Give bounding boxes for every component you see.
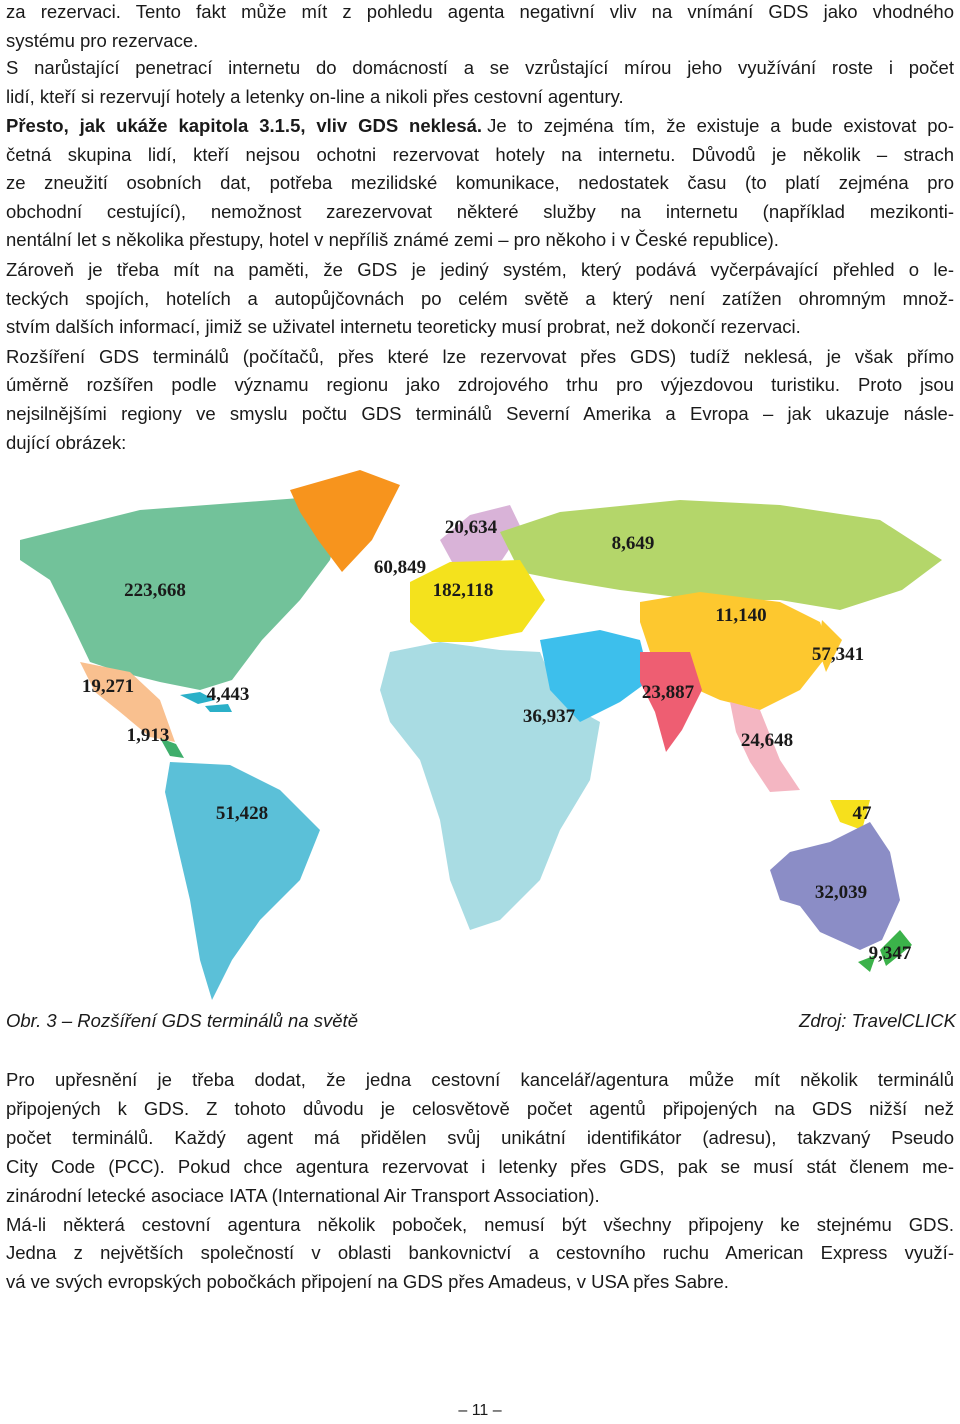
japan [818,620,842,672]
australia [770,822,900,950]
text-line: nentální let s několika přestupy, hotel … [6,229,779,250]
map-label: 51,428 [216,803,268,824]
map-label: 223,668 [124,580,186,601]
text-emphasis: Přesto, jak ukáže kapitola 3.1.5, vliv G… [6,115,483,136]
map-label: 20,634 [445,517,498,538]
text-line: Zároveň je třeba mít na paměti, že GDS j… [6,259,954,280]
africa [380,642,600,930]
text-line: za rezervaci. Tento fakt může mít z pohl… [6,1,954,22]
map-label: 47 [853,803,873,824]
map-label: 36,937 [523,706,576,727]
map-label: 24,648 [741,730,793,751]
map-label: 11,140 [715,605,766,626]
text-line: úměrně rozšířen podle významu regionu ja… [6,374,954,395]
russia [500,500,942,610]
greenland [290,470,400,572]
north-america [20,498,340,690]
southeast-asia [730,702,800,792]
map-label: 32,039 [815,882,867,903]
india [640,652,702,752]
text-line: stvím dalších informací, jimiž se uživat… [6,316,801,337]
text-line: nejsilnějšími regiony ve smyslu počtu GD… [6,403,954,424]
text-line: systému pro rezervace. [6,30,199,51]
map-label: 9,347 [869,943,912,964]
map-label: 60,849 [374,557,426,578]
europe [410,560,545,642]
text-line: Přesto, jak ukáže kapitola 3.1.5, vliv G… [6,114,954,138]
map-label: 57,341 [812,644,864,665]
middle-east [540,630,650,722]
text-line: lidí, kteří si rezervují hotely a letenk… [6,86,624,107]
south-america [165,762,320,1000]
text-line: Má-li některá cestovní agentura několik … [6,1213,954,1235]
text-line: ze zneužití osobních dat, potřeba mezili… [6,172,954,193]
text-line: obchodní cestující), nemožnost zarezervo… [6,201,954,222]
world-map: 20,634 8,649 60,849 223,668 182,118 11,140 57,… [20,470,942,1000]
scandinavia [440,505,522,570]
map-labels: 20,634 8,649 60,849 223,668 182,118 11,140 57,… [82,517,912,964]
map-label: 8,649 [612,533,655,554]
map-label: 1,913 [127,725,170,746]
new-zealand [880,930,912,966]
text-line: četná skupina lidí, kteří nejsou ochotni… [6,144,954,165]
new-zealand [858,955,876,972]
text-line: City Code (PCC). Pokud chce agentura rez… [6,1155,954,1177]
text-line: počet terminálů. Každý agent má přidělen… [6,1126,954,1148]
text-line: Jedna z největších společností v oblasti… [6,1242,954,1264]
map-label: 19,271 [82,676,134,697]
regions [20,470,942,1000]
page-number: – 11 – [458,1402,502,1419]
text-span: Je to zejména tím, že existuje a bude ex… [487,115,955,136]
map-label: 182,118 [433,580,494,601]
text-line: teckých spojích, hotelích a autopůjčovná… [6,288,954,309]
text-line: S narůstající penetrací internetu do dom… [6,57,954,78]
text-line: vá ve svých evropských pobočkách připoje… [6,1271,729,1293]
map-label: 4,443 [207,684,250,705]
text-line: zinárodní letecké asociace IATA (Interna… [6,1184,600,1206]
text-line: Rozšíření GDS terminálů (počítačů, přes … [6,346,954,367]
indonesia [830,800,870,830]
figure-source: Zdroj: TravelCLICK [799,1010,956,1031]
central-america [160,738,184,758]
text-line: připojených k GDS. Z tohoto důvodu je ce… [6,1097,954,1119]
text-line: dující obrázek: [6,432,127,453]
text-line: Pro upřesnění je třeba dodat, že jedna c… [6,1069,954,1090]
caribbean [205,704,232,712]
map-label: 23,887 [642,682,695,703]
mexico [80,662,175,742]
caribbean [180,692,215,704]
figure-caption: Obr. 3 – Rozšíření GDS terminálů na svět… [6,1010,358,1031]
